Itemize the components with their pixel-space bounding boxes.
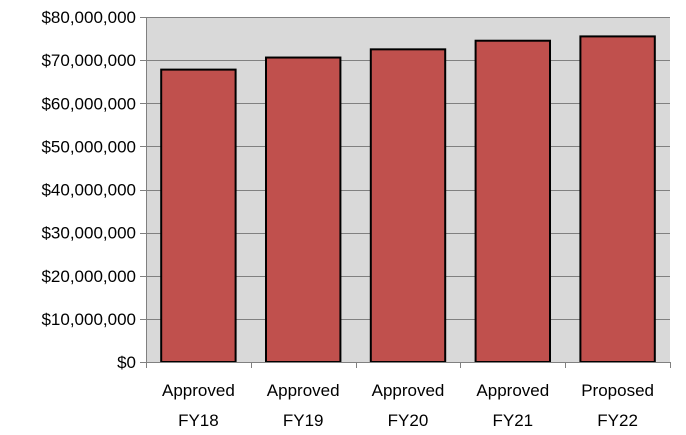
- y-tick-label: $60,000,000: [41, 94, 136, 113]
- x-category-label: Approved FY21: [476, 381, 549, 430]
- x-axis-category-labels: Approved FY18 Approved FY19 Approved FY20 Appr…: [162, 381, 654, 430]
- bar: [474, 39, 552, 363]
- bar: [369, 48, 447, 363]
- bar: [579, 35, 656, 363]
- y-tick-label: $50,000,000: [41, 137, 136, 156]
- y-tick-label: $20,000,000: [41, 267, 136, 286]
- x-category-label: Approved FY20: [372, 381, 445, 430]
- x-category-label: Proposed FY22: [581, 381, 654, 430]
- y-tick-label: $80,000,000: [41, 8, 136, 27]
- y-axis-tick-labels: $0 $10,000,000 $20,000,000 $30,000,000 $40,0…: [41, 8, 136, 372]
- bar: [160, 68, 237, 364]
- y-tick-label: $70,000,000: [41, 51, 136, 70]
- axes: [140, 17, 671, 368]
- x-category-label: Approved FY19: [267, 381, 340, 430]
- y-tick-label: $30,000,000: [41, 224, 136, 243]
- y-tick-label: $40,000,000: [41, 181, 136, 200]
- y-tick-label: $10,000,000: [41, 310, 136, 329]
- y-tick-label: $0: [117, 353, 136, 372]
- bar: [264, 56, 342, 363]
- x-category-label: Approved FY18: [162, 381, 235, 430]
- bars: [160, 35, 656, 364]
